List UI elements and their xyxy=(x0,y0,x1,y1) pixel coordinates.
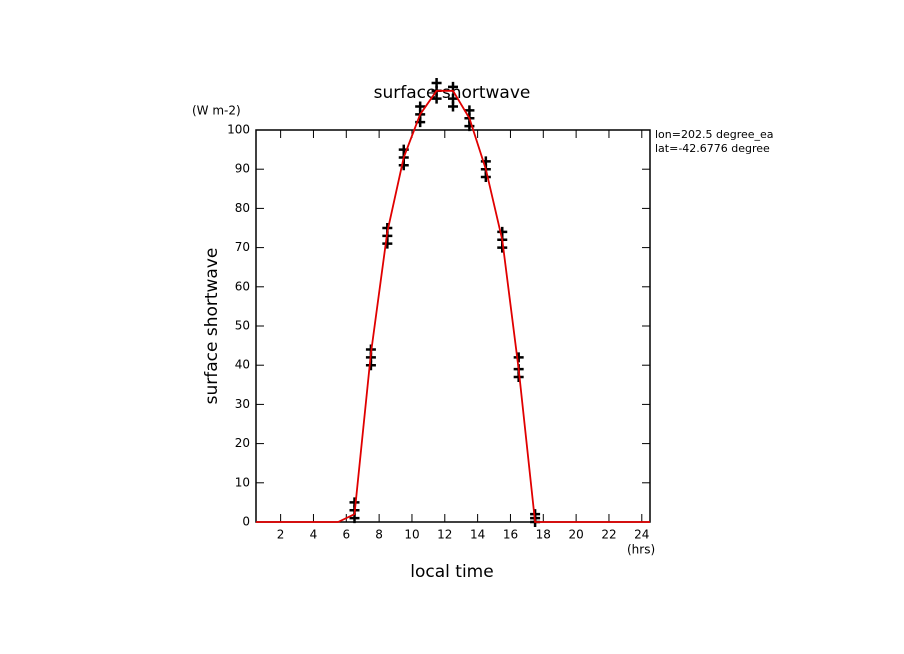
plot-frame xyxy=(255,129,651,523)
x-tick-label: 4 xyxy=(310,528,318,542)
y-tick-label: 90 xyxy=(235,162,250,176)
y-tick-label: 60 xyxy=(235,279,250,293)
x-tick-label: 16 xyxy=(503,528,518,542)
point xyxy=(415,101,426,112)
x-tick-label: 18 xyxy=(536,528,551,542)
point xyxy=(513,352,524,363)
y-unit: (W m-2) xyxy=(192,104,241,118)
x-unit: (hrs) xyxy=(627,543,655,557)
y-tick-label: 80 xyxy=(235,201,250,215)
y-tick-label: 100 xyxy=(227,123,250,137)
x-tick-label: 20 xyxy=(568,528,583,542)
annotation: lon=202.5 degree_ea xyxy=(655,128,774,141)
point xyxy=(497,226,508,237)
x-axis-label: local time xyxy=(410,562,493,582)
x-tick-label: 22 xyxy=(601,528,616,542)
x-tick-label: 10 xyxy=(404,528,419,542)
point xyxy=(464,105,475,116)
line xyxy=(256,89,650,523)
annotation: lat=-42.6776 degree xyxy=(655,142,770,155)
x-tick-label: 14 xyxy=(470,528,485,542)
y-tick-label: 40 xyxy=(235,358,250,372)
y-tick-label: 10 xyxy=(235,475,250,489)
y-tick-label: 70 xyxy=(235,240,250,254)
y-tick-label: 20 xyxy=(235,436,250,450)
point xyxy=(431,77,442,88)
y-axis-label: surface shortwave xyxy=(202,248,222,405)
y-tick-label: 30 xyxy=(235,397,250,411)
y-tick-label: 50 xyxy=(235,319,250,333)
x-tick-label: 12 xyxy=(437,528,452,542)
x-tick-label: 24 xyxy=(634,528,649,542)
x-tick-label: 2 xyxy=(277,528,285,542)
point xyxy=(448,93,458,104)
chart-title: surface shortwave xyxy=(374,83,531,103)
y-tick-label: 0 xyxy=(242,515,250,529)
x-tick-label: 8 xyxy=(375,528,383,542)
x-tick-label: 6 xyxy=(342,528,350,542)
